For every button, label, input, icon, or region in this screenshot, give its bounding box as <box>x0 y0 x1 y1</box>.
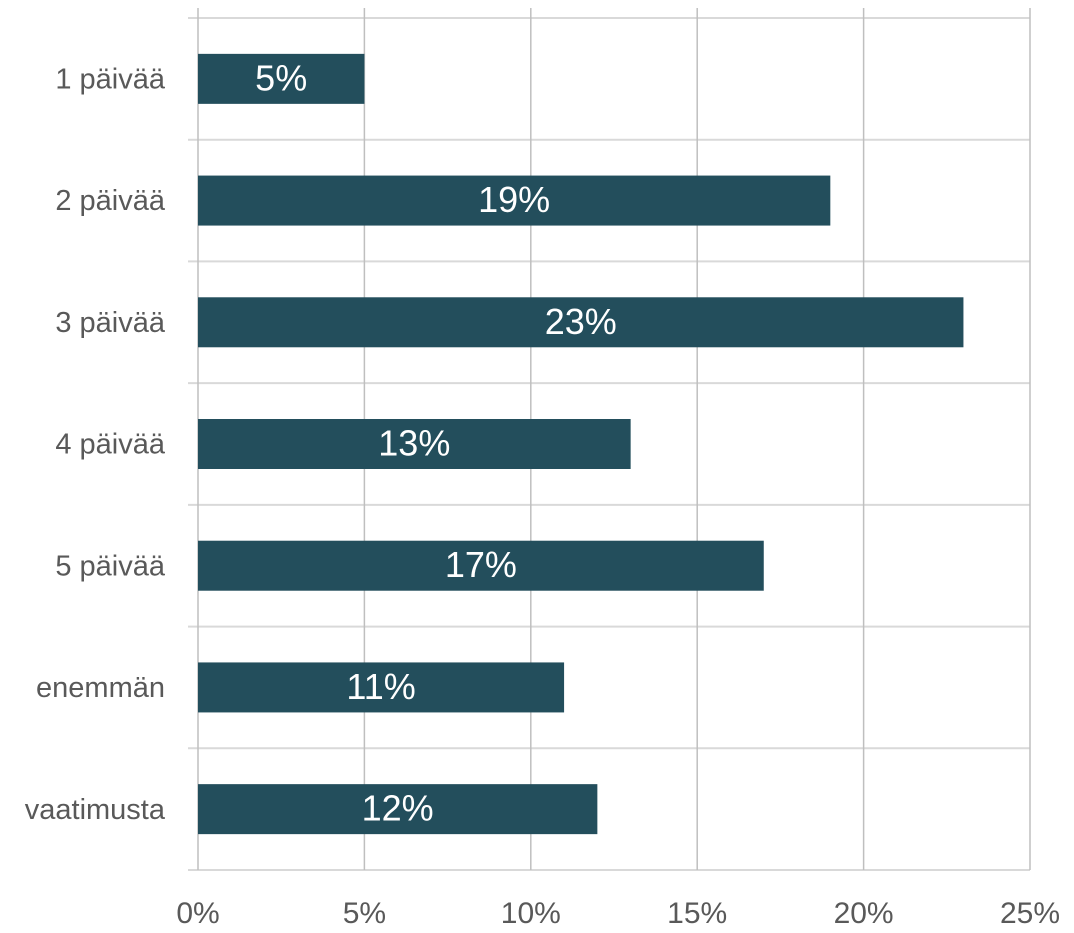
x-tick-label: 0% <box>176 897 219 930</box>
y-tick-label: vaatimusta <box>25 794 166 826</box>
x-tick-label: 20% <box>834 897 894 930</box>
x-tick-label: 5% <box>343 897 386 930</box>
value-label: 12% <box>362 788 434 829</box>
bar <box>198 297 964 348</box>
y-tick-label: enemmän <box>36 672 165 704</box>
x-tick-label: 25% <box>1000 897 1060 930</box>
y-tick-label: 2 päivää <box>55 185 166 217</box>
bar <box>198 175 831 226</box>
value-label: 11% <box>346 666 415 707</box>
x-tick-label: 15% <box>667 897 727 930</box>
y-tick-label: 4 päivää <box>55 429 166 461</box>
y-tick-label: 5 päivää <box>55 550 166 582</box>
bar <box>198 784 598 835</box>
y-tick-label: 1 päivää <box>55 64 166 96</box>
x-tick-label: 10% <box>501 897 561 930</box>
value-label: 19% <box>478 179 550 220</box>
bar <box>198 540 764 591</box>
value-label: 17% <box>445 544 517 585</box>
bar <box>198 662 565 713</box>
value-label: 5% <box>255 57 307 98</box>
value-label: 13% <box>378 423 450 464</box>
y-tick-label: 3 päivää <box>55 307 166 339</box>
bar <box>198 53 365 104</box>
value-label: 23% <box>545 301 617 342</box>
bar <box>198 419 631 469</box>
